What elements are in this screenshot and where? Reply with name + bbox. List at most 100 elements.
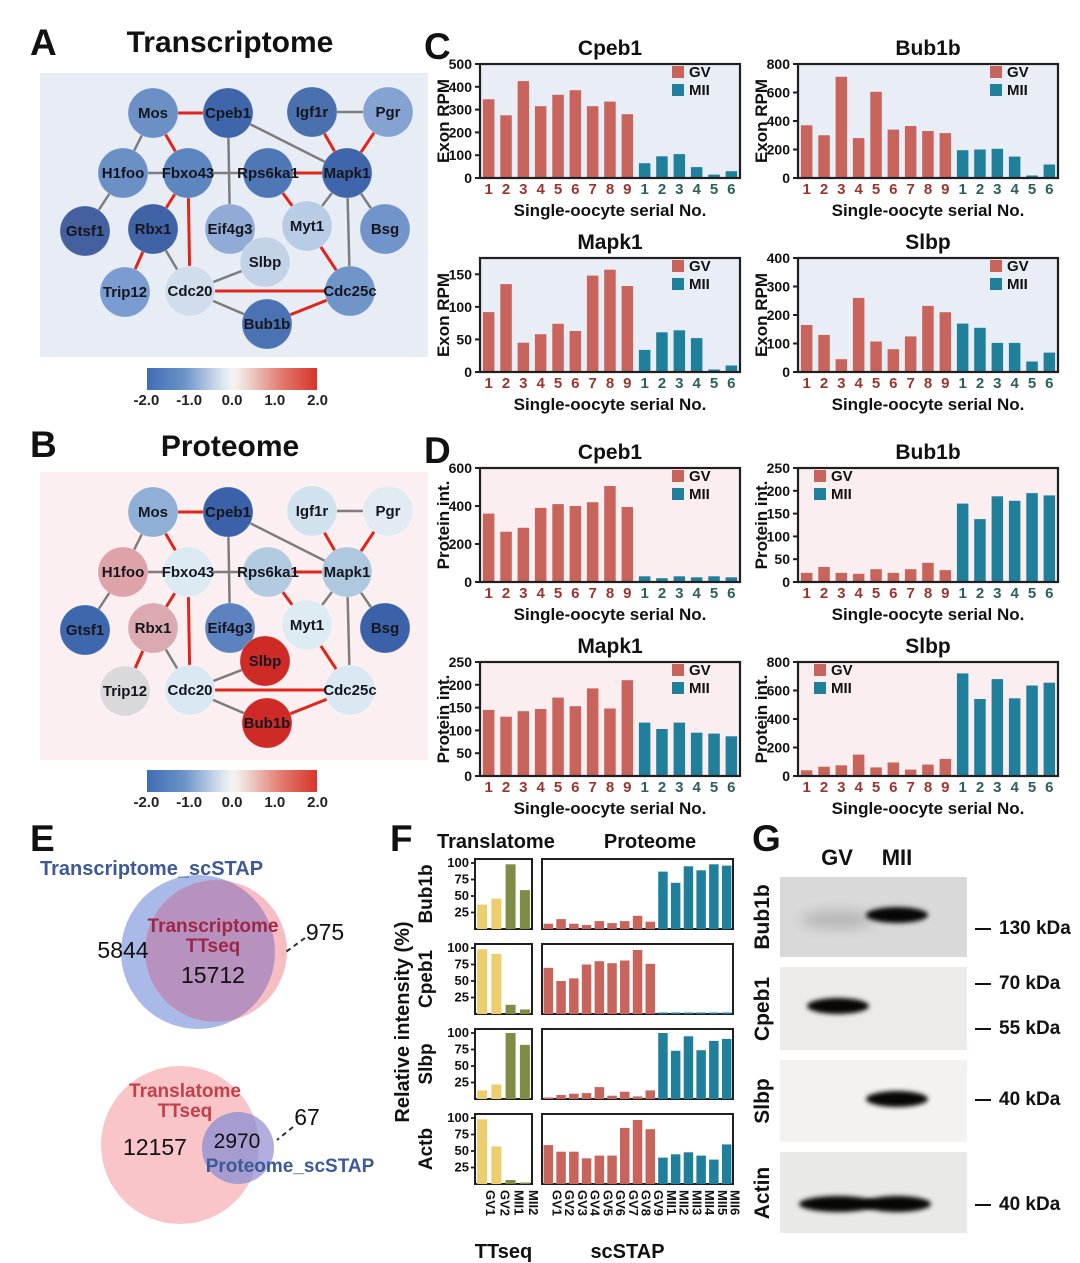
bar-GV-1 bbox=[482, 513, 495, 582]
x-tick-label: 2 bbox=[658, 375, 666, 392]
f-x-cat-scstap: MII1 bbox=[664, 1190, 679, 1215]
legend-label-GV: GV bbox=[689, 258, 711, 275]
f-bar-scstap bbox=[645, 963, 655, 1014]
x-tick-label: 3 bbox=[993, 585, 1001, 602]
x-tick-label: 8 bbox=[606, 375, 614, 392]
x-tick-label: 3 bbox=[675, 779, 683, 796]
f-group-scstap: scSTAP bbox=[590, 1241, 664, 1263]
colorbar-a bbox=[147, 368, 317, 390]
legend-swatch-MII bbox=[814, 488, 826, 500]
bar-GV-3 bbox=[835, 76, 848, 178]
svg-text:Slbp: Slbp bbox=[249, 254, 282, 271]
f-bar-scstap bbox=[709, 864, 719, 929]
f-y-tick: 25 bbox=[455, 1075, 469, 1090]
f-bar-scstap bbox=[721, 1038, 732, 1099]
x-tick-label: 4 bbox=[537, 375, 546, 392]
f-bar-scstap bbox=[721, 865, 732, 929]
x-tick-label: 1 bbox=[485, 585, 493, 602]
f-y-tick: 50 bbox=[455, 1058, 469, 1073]
f-bar-scstap bbox=[721, 1144, 732, 1184]
x-tick-label: 3 bbox=[993, 181, 1001, 198]
bar-MII-1 bbox=[638, 722, 651, 776]
x-tick-label: 1 bbox=[803, 779, 811, 796]
legend-swatch-MII bbox=[814, 682, 826, 694]
svg-text:Rbx1: Rbx1 bbox=[135, 620, 172, 637]
bar-GV-4 bbox=[534, 709, 547, 776]
legend-swatch-GV bbox=[990, 66, 1002, 78]
x-tick-label: 9 bbox=[623, 181, 631, 198]
y-axis-label: Exon RPM bbox=[752, 273, 771, 357]
bar-GV-2 bbox=[500, 284, 512, 372]
y-tick-label: 0 bbox=[464, 364, 472, 380]
x-tick-label: 1 bbox=[959, 181, 967, 198]
f-row-cpeb1: Cpeb1 100 75 50 25 bbox=[412, 940, 742, 1017]
f-bar-scstap bbox=[607, 1155, 617, 1184]
network-node-Mos: Mos bbox=[127, 486, 179, 538]
legend-swatch-MII bbox=[672, 488, 684, 500]
x-tick-label: 5 bbox=[872, 375, 880, 392]
network-node-Rps6ka1: Rps6ka1 bbox=[237, 147, 299, 199]
f-y-tick: 100 bbox=[447, 856, 469, 870]
f-bar-scstap bbox=[620, 921, 630, 929]
f-bar-scstap bbox=[569, 978, 579, 1014]
f-bar-scstap bbox=[645, 1129, 655, 1184]
svg-text:Gtsf1: Gtsf1 bbox=[66, 223, 104, 240]
bar-GV-6 bbox=[569, 506, 582, 582]
x-tick-label: 6 bbox=[1045, 585, 1053, 602]
bar-GV-4 bbox=[534, 106, 547, 178]
f-y-tick: 50 bbox=[455, 973, 469, 988]
y-tick-label: 100 bbox=[767, 528, 791, 544]
blot-Cpeb1 bbox=[780, 967, 967, 1050]
f-bar-ttseq bbox=[505, 864, 516, 929]
f-bar-scstap bbox=[607, 1095, 617, 1099]
venn2-overlap bbox=[202, 1112, 259, 1184]
g-row-label-Bub1b: Bub1b bbox=[751, 884, 774, 950]
f-bar-ttseq bbox=[505, 1033, 516, 1099]
x-tick-label: 7 bbox=[907, 779, 915, 796]
network-node-Trip12: Trip12 bbox=[99, 266, 151, 318]
x-tick-label: 5 bbox=[554, 181, 562, 198]
y-tick-label: 250 bbox=[767, 460, 791, 476]
network-node-Slbp: Slbp bbox=[239, 236, 291, 288]
venn-transcriptome: Transcriptome_scSTAP Transcriptome TTseq 15… bbox=[35, 848, 365, 1060]
x-tick-label: 2 bbox=[820, 779, 828, 796]
x-tick-label: 1 bbox=[641, 585, 649, 602]
bar-MII-4 bbox=[1008, 342, 1021, 372]
y-tick-label: 50 bbox=[456, 745, 472, 761]
bar-MII-6 bbox=[725, 365, 738, 372]
svg-text:Mos: Mos bbox=[138, 105, 168, 122]
y-tick-label: 200 bbox=[767, 307, 791, 323]
f-bar-scstap bbox=[645, 1090, 655, 1099]
legend-label-GV: GV bbox=[689, 662, 711, 679]
venn-translatome-proteome: Translatome TTseq 12157 2970 Proteome_scSTAP… bbox=[35, 1055, 375, 1250]
chart-title: Mapk1 bbox=[577, 636, 643, 658]
f-bar-scstap bbox=[683, 1036, 694, 1099]
x-tick-label: 6 bbox=[889, 375, 897, 392]
legend-swatch-GV bbox=[990, 260, 1002, 272]
svg-text:Pgr: Pgr bbox=[375, 104, 400, 121]
venn1-outer-label: Transcriptome_scSTAP bbox=[40, 858, 263, 880]
legend-swatch-GV bbox=[814, 664, 826, 676]
x-tick-label: 9 bbox=[941, 375, 949, 392]
bar-GV-4 bbox=[534, 334, 547, 372]
y-tick-label: 800 bbox=[767, 654, 791, 670]
x-tick-label: 6 bbox=[727, 585, 735, 602]
y-tick-label: 400 bbox=[449, 498, 473, 514]
network-node-Cdc25c: Cdc25c bbox=[323, 265, 377, 317]
chart-protein-mapk1: Mapk1 0 50 100 150 200 250 Protein int. 1 2 3 4 5 6 7 8… bbox=[430, 635, 750, 830]
panel-a-title: Transcriptome bbox=[126, 26, 334, 59]
network-node-Mapk1: Mapk1 bbox=[321, 147, 373, 199]
x-tick-label: 5 bbox=[554, 779, 562, 796]
x-tick-label: 7 bbox=[907, 375, 915, 392]
colorbar-tick: 0.0 bbox=[221, 392, 243, 409]
x-tick-label: 4 bbox=[693, 779, 702, 796]
y-tick-label: 150 bbox=[767, 506, 791, 522]
f-bar-scstap bbox=[543, 1145, 554, 1184]
chart-exon-rpm-cpeb1: Cpeb1 0 100 200 300 400 500 Exon RPM 1 2 3 4 5 6 7 8 9 1 2… bbox=[430, 37, 750, 232]
f-x-cat-ttseq: MII2 bbox=[526, 1190, 541, 1215]
f-bar-scstap bbox=[683, 1012, 694, 1014]
chart-title: Bub1b bbox=[895, 442, 960, 464]
bar-GV-8 bbox=[922, 131, 934, 178]
y-tick-label: 500 bbox=[449, 56, 473, 72]
